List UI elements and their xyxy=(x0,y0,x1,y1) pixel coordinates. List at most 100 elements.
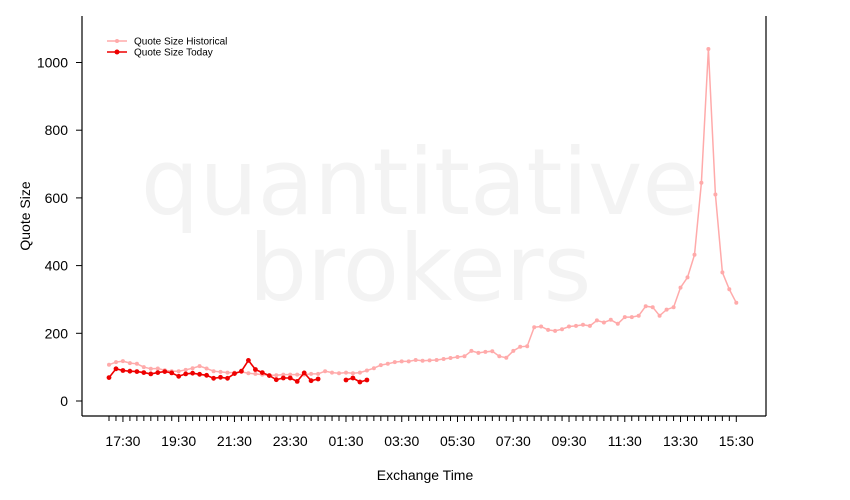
historical-point xyxy=(364,368,369,373)
historical-point xyxy=(650,305,655,310)
historical-point xyxy=(622,315,627,320)
historical-point xyxy=(211,369,216,374)
today-point xyxy=(211,375,217,381)
historical-point xyxy=(636,313,641,318)
historical-point xyxy=(253,371,258,376)
today-point xyxy=(301,370,307,376)
historical-point xyxy=(504,355,509,360)
legend-today-marker xyxy=(114,49,120,55)
historical-point xyxy=(281,372,286,377)
today-point xyxy=(287,375,293,381)
series-layer xyxy=(106,47,739,385)
historical-point xyxy=(316,371,321,376)
today-point xyxy=(120,368,126,373)
x-tick-label: 19:30 xyxy=(161,433,196,449)
x-tick-label: 13:30 xyxy=(663,433,698,449)
historical-point xyxy=(727,287,732,292)
historical-point xyxy=(734,300,739,305)
historical-point xyxy=(107,362,111,367)
historical-point xyxy=(594,318,599,323)
y-tick-label: 1000 xyxy=(37,55,68,71)
historical-point xyxy=(176,369,181,374)
historical-point xyxy=(225,370,230,375)
today-point xyxy=(350,375,356,381)
historical-point xyxy=(434,358,439,362)
y-tick-label: 200 xyxy=(45,325,69,341)
historical-point xyxy=(392,360,397,365)
today-point xyxy=(308,378,314,384)
historical-point xyxy=(134,361,139,366)
historical-point xyxy=(148,366,153,371)
historical-point xyxy=(713,192,718,197)
x-tick-label: 09:30 xyxy=(551,433,586,449)
today-point xyxy=(294,379,300,384)
historical-point xyxy=(615,321,620,326)
historical-point xyxy=(560,327,564,332)
today-point xyxy=(280,375,286,381)
historical-point xyxy=(183,367,188,372)
x-tick-label: 17:30 xyxy=(105,433,140,449)
today-point xyxy=(183,371,189,377)
today-line xyxy=(345,377,368,383)
x-tick-label: 07:30 xyxy=(496,433,531,449)
historical-point xyxy=(685,275,690,280)
historical-point xyxy=(155,366,160,371)
historical-point xyxy=(546,327,551,332)
historical-point xyxy=(462,354,467,359)
today-point xyxy=(141,370,147,375)
today-point xyxy=(176,373,182,379)
historical-point xyxy=(441,357,446,361)
historical-point xyxy=(385,361,390,366)
today-point xyxy=(232,371,237,376)
y-tick-label: 0 xyxy=(60,393,68,409)
watermark: quantitative brokers xyxy=(141,129,699,322)
today-point xyxy=(155,370,161,375)
today-point xyxy=(259,370,265,375)
historical-point xyxy=(295,372,300,377)
historical-point xyxy=(413,358,418,362)
historical-point xyxy=(141,365,146,370)
today-point xyxy=(253,367,258,372)
historical-point xyxy=(518,344,523,349)
historical-point xyxy=(427,358,432,363)
historical-point xyxy=(455,355,460,359)
historical-point xyxy=(399,359,404,364)
series-today xyxy=(106,358,370,385)
historical-point xyxy=(581,322,585,327)
historical-point xyxy=(490,349,495,354)
x-tick-label: 11:30 xyxy=(608,433,642,449)
today-point xyxy=(246,358,251,363)
historical-point xyxy=(114,360,118,365)
y-tick-label: 400 xyxy=(45,258,69,274)
today-point xyxy=(239,368,244,374)
historical-point xyxy=(274,373,279,378)
today-point xyxy=(315,376,321,382)
historical-point xyxy=(120,359,125,364)
historical-point xyxy=(664,307,669,312)
historical-point xyxy=(643,304,648,309)
historical-point xyxy=(420,358,425,363)
today-point xyxy=(266,373,272,378)
historical-point xyxy=(692,252,697,257)
x-tick-label: 23:30 xyxy=(273,433,308,449)
historical-point xyxy=(601,320,606,325)
historical-point xyxy=(553,328,558,333)
today-point xyxy=(127,368,133,374)
today-point xyxy=(148,371,154,377)
historical-point xyxy=(378,363,383,368)
today-point xyxy=(218,374,223,380)
historical-point xyxy=(350,371,355,376)
y-tick-label: 800 xyxy=(45,122,69,138)
legend-historical-marker xyxy=(115,39,119,43)
x-tick-label: 21:30 xyxy=(217,433,252,449)
x-tick-label: 03:30 xyxy=(384,433,419,449)
historical-point xyxy=(288,372,293,377)
today-point xyxy=(357,379,363,385)
historical-point xyxy=(608,317,613,322)
today-point xyxy=(204,372,210,378)
historical-point xyxy=(323,369,328,374)
x-tick-label: 01:30 xyxy=(328,433,363,449)
today-point xyxy=(343,377,349,383)
today-point xyxy=(364,377,370,383)
historical-point xyxy=(190,366,195,371)
